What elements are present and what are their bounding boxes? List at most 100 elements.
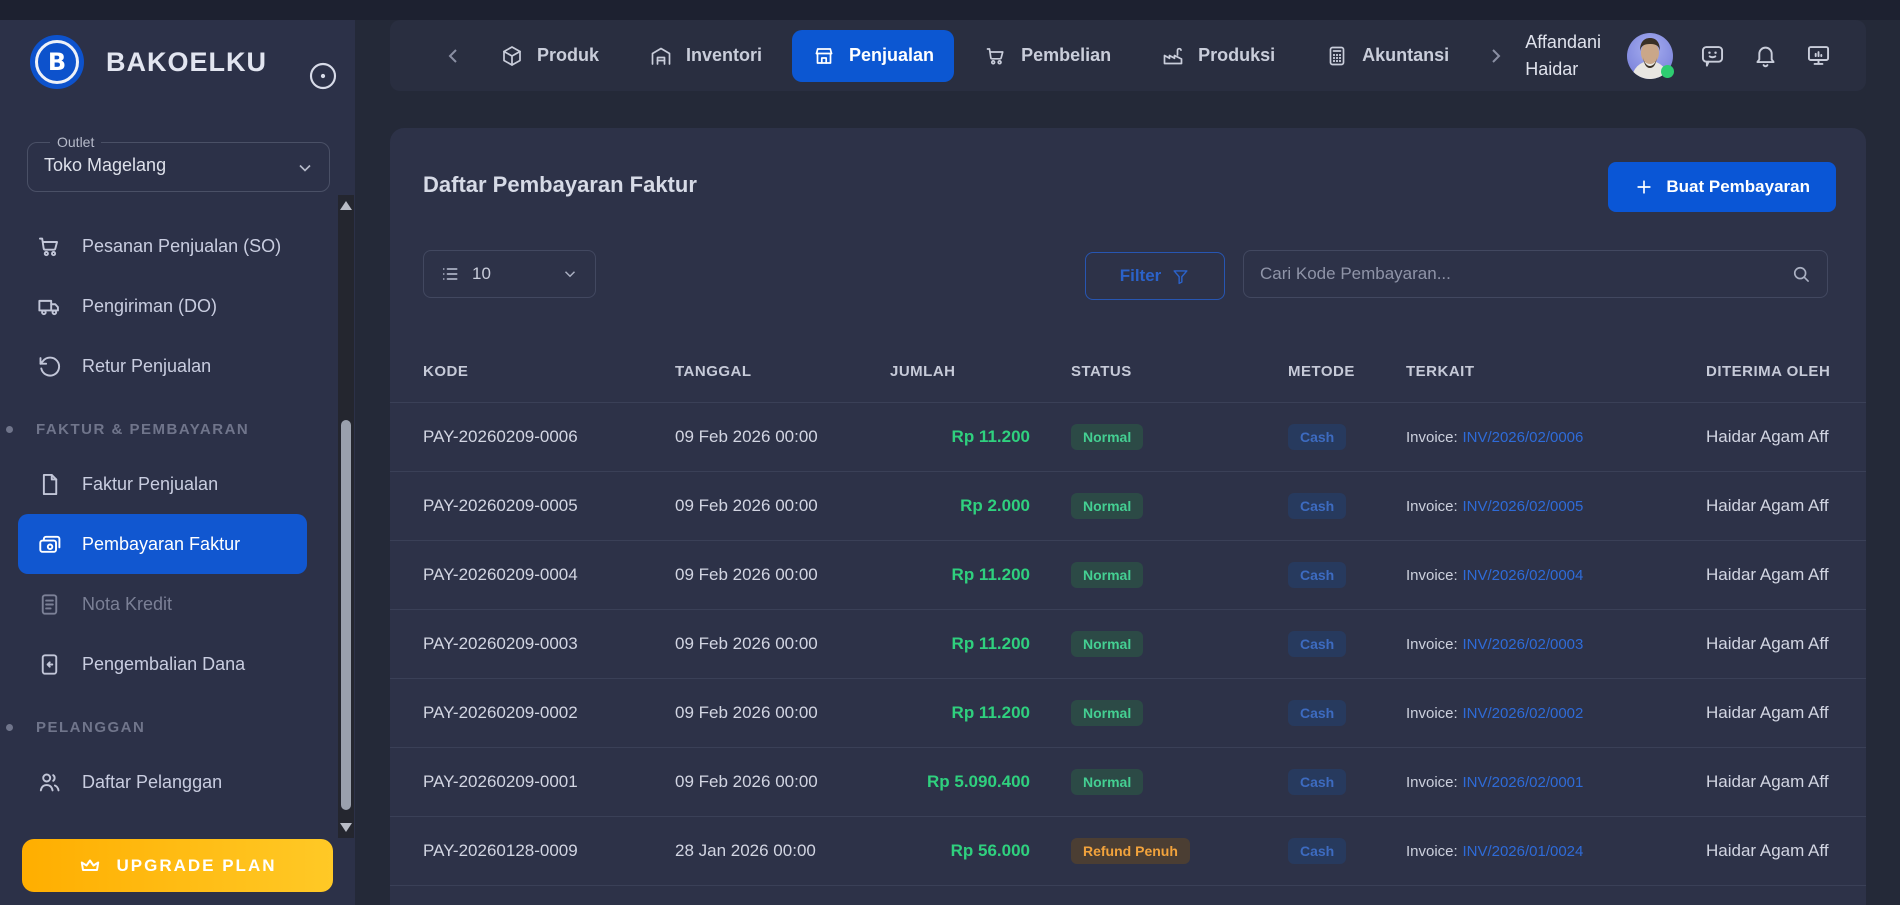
invoice-label: Invoice:	[1406, 774, 1458, 791]
create-payment-button[interactable]: Buat Pembayaran	[1608, 162, 1836, 212]
search-icon[interactable]	[1791, 264, 1811, 284]
invoice-link[interactable]: INV/2026/02/0006	[1462, 429, 1583, 446]
table-row[interactable]: PAY-20260209-0001 09 Feb 2026 00:00 Rp 5…	[390, 748, 1866, 817]
status-badge: Normal	[1071, 493, 1143, 519]
nav-chevron-left-icon[interactable]	[442, 44, 466, 68]
invoice-link[interactable]: INV/2026/02/0001	[1462, 774, 1583, 791]
table-row[interactable]: PAY-20260128-0009 28 Jan 2026 00:00 Rp 5…	[390, 817, 1866, 886]
cell-diterima: Haidar Agam Aff	[1706, 496, 1866, 516]
cell-kode: PAY-20260128-0009	[423, 841, 675, 861]
sidebar-menu: Pesanan Penjualan (SO) Pengiriman (DO) Ret…	[0, 216, 340, 812]
bell-icon[interactable]	[1752, 42, 1779, 69]
sidebar-item-label: Pengiriman (DO)	[82, 296, 217, 317]
cell-terkait: Invoice: INV/2026/02/0001	[1406, 772, 1706, 792]
scroll-down-icon[interactable]	[340, 823, 352, 832]
cell-status: Normal	[1071, 424, 1288, 450]
cell-terkait: Invoice: INV/2026/02/0003	[1406, 634, 1706, 654]
search-input[interactable]	[1244, 264, 1791, 284]
window-top-strip	[0, 0, 1900, 20]
cell-kode: PAY-20260209-0005	[423, 496, 675, 516]
table-row[interactable]: PAY-20260209-0002 09 Feb 2026 00:00 Rp 1…	[390, 679, 1866, 748]
filter-label: Filter	[1120, 266, 1162, 286]
tab-pembelian[interactable]: Pembelian	[964, 30, 1131, 82]
invoice-label: Invoice:	[1406, 498, 1458, 515]
invoice-label: Invoice:	[1406, 636, 1458, 653]
method-badge: Cash	[1288, 424, 1346, 450]
table-row[interactable]: PAY-20260209-0005 09 Feb 2026 00:00 Rp 2…	[390, 472, 1866, 541]
status-badge: Refund Penuh	[1071, 838, 1190, 864]
invoice-label: Invoice:	[1406, 567, 1458, 584]
sidebar-item-pembayaran-faktur[interactable]: Pembayaran Faktur	[18, 514, 307, 574]
sidebar-item-retur-penjualan[interactable]: Retur Penjualan	[18, 336, 307, 396]
cell-jumlah: Rp 2.000	[890, 496, 1030, 516]
method-badge: Cash	[1288, 700, 1346, 726]
list-icon	[440, 264, 460, 284]
sidebar-item-pesanan-penjualan-so[interactable]: Pesanan Penjualan (SO)	[18, 216, 307, 276]
invoice-link[interactable]: INV/2026/02/0004	[1462, 567, 1583, 584]
upgrade-plan-label: UPGRADE PLAN	[116, 856, 276, 876]
sidebar: B BAKOELKU Outlet Toko Magelang Pesanan …	[0, 20, 355, 905]
cell-diterima: Haidar Agam Aff	[1706, 565, 1866, 585]
cell-metode: Cash	[1288, 631, 1406, 657]
page-size-select[interactable]: 10	[423, 250, 596, 298]
sidebar-item-pengiriman-do[interactable]: Pengiriman (DO)	[18, 276, 307, 336]
tab-produksi[interactable]: Produksi	[1141, 30, 1295, 82]
wallet-icon	[36, 531, 63, 558]
sidebar-toggle-icon[interactable]	[307, 60, 339, 92]
tab-inventori[interactable]: Inventori	[629, 30, 782, 82]
chat-icon[interactable]	[1699, 42, 1726, 69]
cell-tanggal: 09 Feb 2026 00:00	[675, 634, 890, 654]
sidebar-item-pengembalian-dana[interactable]: Pengembalian Dana	[18, 634, 307, 694]
calc-icon	[1325, 44, 1349, 68]
sidebar-item-daftar-pelanggan[interactable]: Daftar Pelanggan	[18, 752, 307, 812]
sidebar-scrollbar[interactable]	[338, 195, 354, 838]
status-badge: Normal	[1071, 424, 1143, 450]
column-header-jumlah: JUMLAH	[890, 363, 1030, 380]
scrollbar-thumb[interactable]	[341, 420, 351, 810]
avatar[interactable]	[1627, 33, 1673, 79]
cell-jumlah: Rp 11.200	[890, 703, 1030, 723]
cell-diterima: Haidar Agam Aff	[1706, 703, 1866, 723]
nav-chevron-right-icon[interactable]	[1483, 44, 1507, 68]
cell-jumlah: Rp 11.200	[890, 634, 1030, 654]
column-header-terkait: TERKAIT	[1406, 363, 1706, 380]
table-row[interactable]: PAY-20260209-0004 09 Feb 2026 00:00 Rp 1…	[390, 541, 1866, 610]
nav-tabs: ProdukInventori Penjualan PembelianProduks…	[480, 30, 1469, 82]
return-icon	[36, 353, 63, 380]
sidebar-item-nota-kredit[interactable]: Nota Kredit	[18, 574, 307, 634]
method-badge: Cash	[1288, 631, 1346, 657]
invoice-link[interactable]: INV/2026/02/0005	[1462, 498, 1583, 515]
invoice-link[interactable]: INV/2026/02/0003	[1462, 636, 1583, 653]
sidebar-item-label: Nota Kredit	[82, 594, 172, 615]
tab-produk[interactable]: Produk	[480, 30, 619, 82]
cell-kode: PAY-20260209-0004	[423, 565, 675, 585]
filter-button[interactable]: Filter	[1085, 252, 1225, 300]
top-nav: ProdukInventori Penjualan PembelianProduks…	[390, 20, 1866, 91]
cell-terkait: Invoice: INV/2026/02/0005	[1406, 496, 1706, 516]
cell-metode: Cash	[1288, 838, 1406, 864]
table-row[interactable]: PAY-20260209-0003 09 Feb 2026 00:00 Rp 1…	[390, 610, 1866, 679]
outlet-select[interactable]: Outlet Toko Magelang	[27, 142, 330, 192]
page-title: Daftar Pembayaran Faktur	[423, 172, 697, 198]
display-icon[interactable]	[1805, 42, 1832, 69]
user-name-line2: Haidar	[1525, 56, 1601, 82]
users-icon	[36, 769, 63, 796]
table-header-row: KODETANGGALJUMLAHSTATUSMETODETERKAITDITE…	[390, 340, 1866, 403]
sidebar-item-faktur-penjualan[interactable]: Faktur Penjualan	[18, 454, 307, 514]
sidebar-item-label: Faktur Penjualan	[82, 474, 218, 495]
outlet-label: Outlet	[50, 134, 101, 150]
tab-akuntansi[interactable]: Akuntansi	[1305, 30, 1469, 82]
tab-penjualan[interactable]: Penjualan	[792, 30, 954, 82]
upgrade-plan-button[interactable]: UPGRADE PLAN	[22, 839, 333, 892]
invoice-link[interactable]: INV/2026/02/0002	[1462, 705, 1583, 722]
status-badge: Normal	[1071, 562, 1143, 588]
chevron-down-icon	[295, 158, 315, 178]
cell-metode: Cash	[1288, 424, 1406, 450]
table-row[interactable]: PAY-20260209-0006 09 Feb 2026 00:00 Rp 1…	[390, 403, 1866, 472]
scroll-up-icon[interactable]	[340, 201, 352, 210]
status-badge: Normal	[1071, 631, 1143, 657]
sidebar-item-label: Pesanan Penjualan (SO)	[82, 236, 281, 257]
invoice-link[interactable]: INV/2026/01/0024	[1462, 843, 1583, 860]
tab-label: Penjualan	[849, 45, 934, 66]
outlet-value: Toko Magelang	[44, 155, 166, 176]
